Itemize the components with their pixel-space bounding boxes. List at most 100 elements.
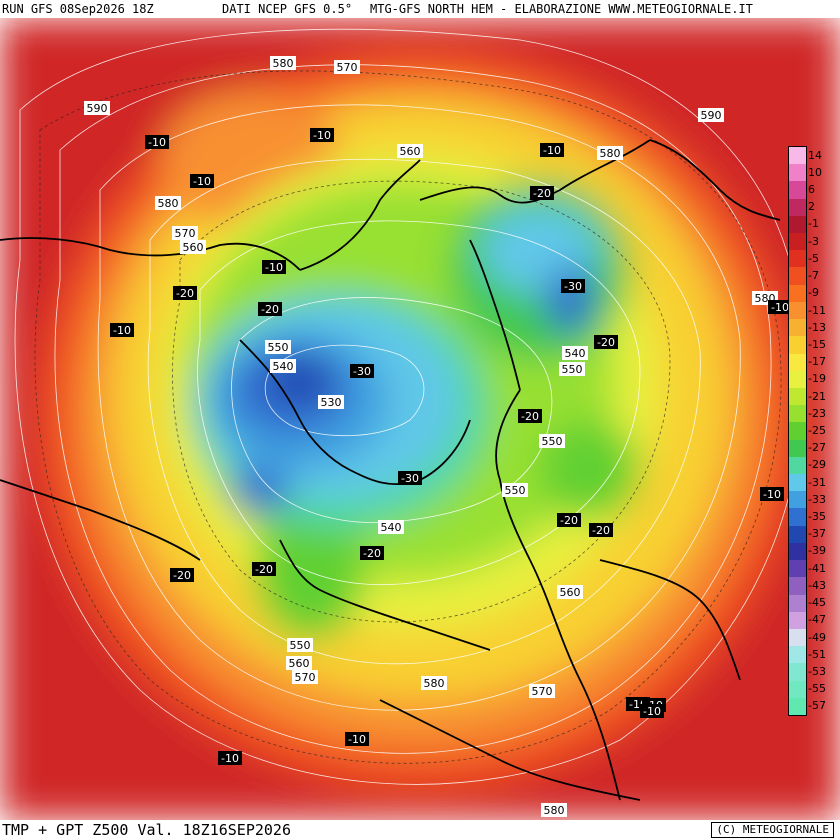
height-contour-label: 580 xyxy=(541,803,567,817)
isotherm-label: -20 xyxy=(530,186,554,200)
svg-text:560: 560 xyxy=(183,241,204,254)
svg-text:550: 550 xyxy=(505,484,526,497)
svg-text:-20: -20 xyxy=(533,187,551,200)
legend-swatch xyxy=(789,198,806,217)
isotherm-label: -20 xyxy=(170,568,194,582)
height-contour-label: 580 xyxy=(597,146,623,160)
legend-swatch xyxy=(789,594,806,613)
height-contour-label: 570 xyxy=(292,670,318,684)
color-scale-legend xyxy=(788,146,807,716)
legend-value: -47 xyxy=(808,613,826,627)
isotherm-label: -20 xyxy=(258,302,282,316)
legend-value: -17 xyxy=(808,355,826,369)
legend-value: -5 xyxy=(808,251,819,265)
legend-value: -21 xyxy=(808,389,826,403)
svg-text:-10: -10 xyxy=(265,261,283,274)
isotherm-label: -10 xyxy=(218,751,242,765)
legend-value: -41 xyxy=(808,561,826,575)
data-source-label: DATI NCEP GFS 0.5° xyxy=(222,2,353,16)
svg-text:-10: -10 xyxy=(643,705,661,718)
height-contour-label: 570 xyxy=(334,60,360,74)
svg-text:570: 570 xyxy=(295,671,316,684)
legend-value: -27 xyxy=(808,441,826,455)
svg-text:-10: -10 xyxy=(193,175,211,188)
svg-text:570: 570 xyxy=(175,227,196,240)
legend-swatch xyxy=(789,164,806,182)
svg-text:-20: -20 xyxy=(261,303,279,316)
svg-text:-30: -30 xyxy=(564,280,582,293)
legend-value: -29 xyxy=(808,458,826,472)
legend-swatch xyxy=(789,181,806,200)
svg-text:590: 590 xyxy=(701,109,722,122)
isotherm-label: -10 xyxy=(190,174,214,188)
svg-text:-10: -10 xyxy=(763,488,781,501)
svg-text:570: 570 xyxy=(532,685,553,698)
height-contour-label: 590 xyxy=(698,108,724,122)
legend-swatch xyxy=(789,663,806,682)
svg-text:-30: -30 xyxy=(401,472,419,485)
svg-text:530: 530 xyxy=(321,396,342,409)
legend-value: 2 xyxy=(808,200,815,214)
isotherm-label: -10 xyxy=(262,260,286,274)
legend-value: -31 xyxy=(808,475,826,489)
height-contour-label: 540 xyxy=(270,359,296,373)
isotherm-label: -10 xyxy=(768,300,792,314)
svg-text:550: 550 xyxy=(542,435,563,448)
run-label: RUN GFS 08Sep2026 18Z xyxy=(2,2,154,16)
svg-text:580: 580 xyxy=(424,677,445,690)
svg-text:540: 540 xyxy=(565,347,586,360)
height-contour-label: 550 xyxy=(539,434,565,448)
legend-value: -23 xyxy=(808,406,826,420)
svg-text:-20: -20 xyxy=(255,563,273,576)
legend-value: -7 xyxy=(808,269,819,283)
height-contour-label: 550 xyxy=(265,340,291,354)
legend-swatch xyxy=(789,577,806,595)
height-contour-label: 570 xyxy=(172,226,198,240)
height-contour-label: 580 xyxy=(270,56,296,70)
legend-swatch xyxy=(789,267,806,286)
svg-text:580: 580 xyxy=(158,197,179,210)
svg-text:-20: -20 xyxy=(173,569,191,582)
legend-value: -35 xyxy=(808,510,826,524)
svg-text:-10: -10 xyxy=(148,136,166,149)
legend-swatch xyxy=(789,284,806,303)
isotherm-label: -20 xyxy=(360,546,384,560)
height-contour-label: 530 xyxy=(318,395,344,409)
svg-text:560: 560 xyxy=(289,657,310,670)
height-contour-label: 560 xyxy=(180,240,206,254)
legend-swatch xyxy=(789,250,806,268)
legend-value: 14 xyxy=(808,148,822,162)
svg-text:540: 540 xyxy=(381,521,402,534)
svg-text:-20: -20 xyxy=(597,336,615,349)
legend-swatch xyxy=(789,508,806,527)
color-scale-labels: 14 10 6 2 -1 -3 -5 -7 -9 -11 -13 -15 -17 -19 -21 -23 -25… xyxy=(808,146,838,714)
height-contour-label: 560 xyxy=(397,144,423,158)
legend-swatch xyxy=(789,336,806,355)
map-title: MTG-GFS NORTH HEM - ELABORAZIONE WWW.MET… xyxy=(370,2,753,16)
svg-text:580: 580 xyxy=(273,57,294,70)
svg-text:580: 580 xyxy=(600,147,621,160)
legend-swatch xyxy=(789,525,806,544)
height-contour-label: 550 xyxy=(502,483,528,497)
legend-swatch xyxy=(789,353,806,372)
svg-text:-10: -10 xyxy=(543,144,561,157)
isotherm-label: -10 xyxy=(145,135,169,149)
legend-value: -49 xyxy=(808,630,826,644)
legend-value: -1 xyxy=(808,217,819,231)
svg-text:590: 590 xyxy=(87,102,108,115)
isotherm-label: -10 xyxy=(760,487,784,501)
svg-text:-20: -20 xyxy=(521,410,539,423)
height-contour-label: 590 xyxy=(84,101,110,115)
legend-swatch xyxy=(789,422,806,441)
legend-swatch xyxy=(789,456,806,475)
isotherm-label: -10 xyxy=(310,128,334,142)
header-bar: RUN GFS 08Sep2026 18Z DATI NCEP GFS 0.5°… xyxy=(0,0,840,18)
height-contours xyxy=(14,28,805,785)
legend-value: 10 xyxy=(808,165,822,179)
legend-swatch xyxy=(789,491,806,509)
legend-swatch xyxy=(789,646,806,664)
svg-text:580: 580 xyxy=(544,804,565,817)
legend-value: -33 xyxy=(808,492,826,506)
legend-swatch xyxy=(789,215,806,234)
height-contour-label: 550 xyxy=(559,362,585,376)
